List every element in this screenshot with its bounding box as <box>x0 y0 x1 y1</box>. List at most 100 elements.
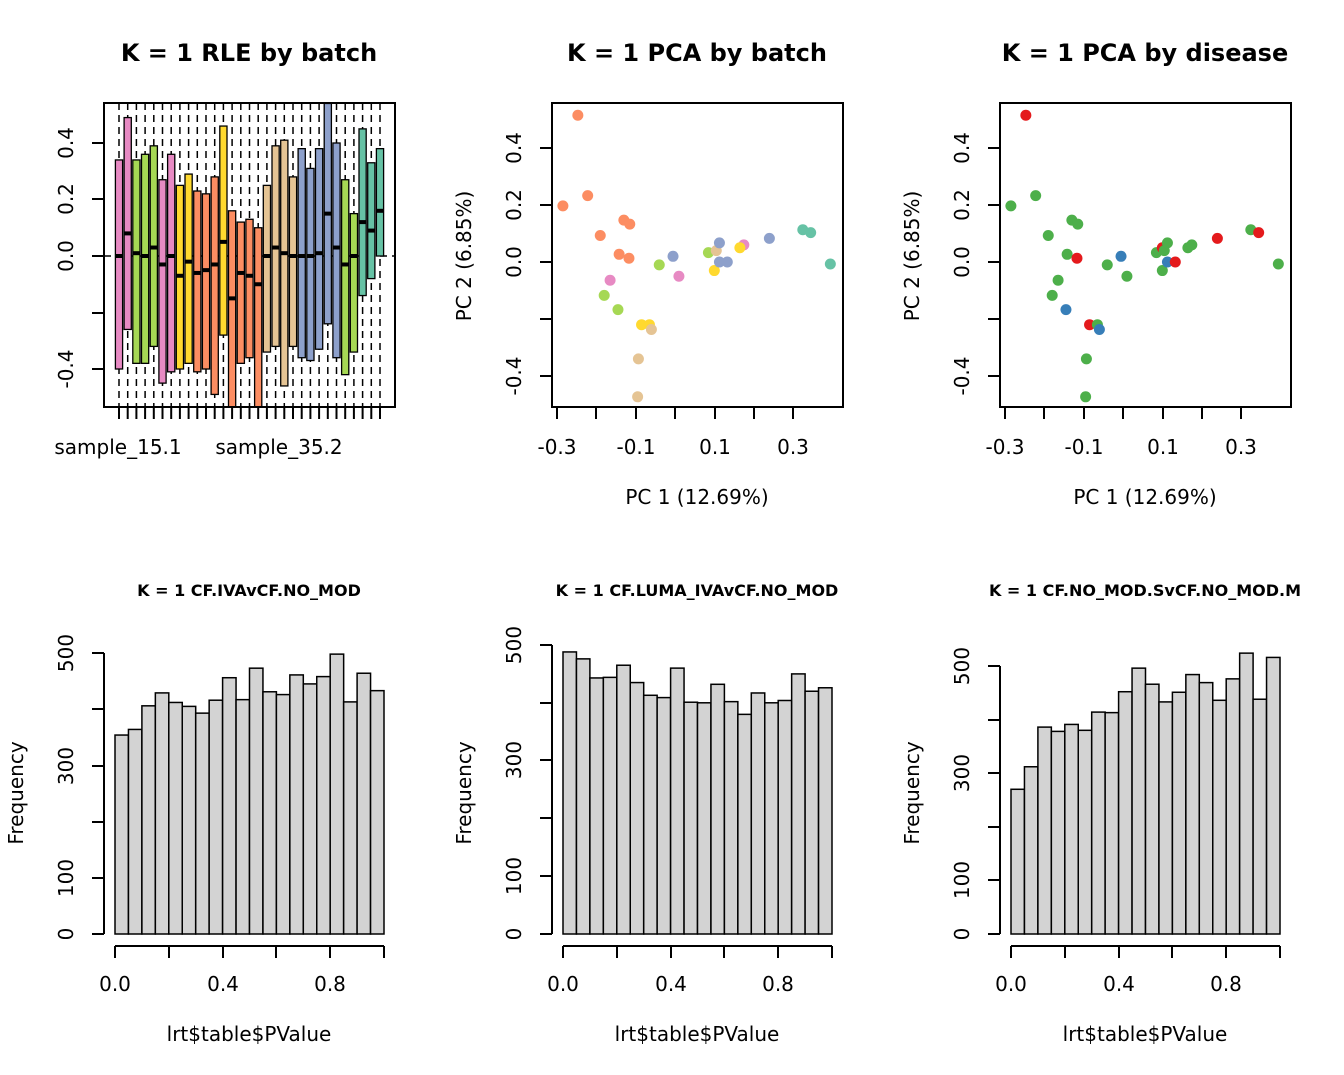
hist-bar <box>248 667 264 935</box>
pca-batch-x-axis: -0.3 -0.1 0.1 0.3 <box>537 406 809 459</box>
pca-batch-plot-frame <box>551 102 844 408</box>
pca-point <box>805 227 817 239</box>
hist2-y-tick-label: 0 <box>502 928 526 941</box>
rle-x-axis <box>118 406 381 419</box>
hist3-x-tick-label: 0.4 <box>1103 972 1135 996</box>
rle-box <box>375 147 385 257</box>
hist-bar <box>316 675 331 935</box>
rle-box <box>245 218 254 359</box>
hist2-y-axis-label: Frequency <box>452 741 476 844</box>
pca-disease-y-tick-label: -0.4 <box>950 356 974 395</box>
pca-point <box>763 232 775 244</box>
hist3-x-tick-label: 0.8 <box>1210 972 1242 996</box>
hist1-x-axis: 0.0 0.4 0.8 <box>99 945 385 996</box>
pca-point <box>645 324 657 336</box>
hist-bar <box>1238 652 1254 935</box>
hist-bar <box>616 664 631 935</box>
hist-bar <box>656 696 672 935</box>
hist3-x-axis: 0.0 0.4 0.8 <box>995 945 1281 996</box>
rle-box <box>227 210 237 407</box>
pca-point <box>598 289 610 301</box>
hist-bar <box>710 683 726 935</box>
pca-point <box>1046 289 1058 301</box>
pca-point <box>824 258 836 270</box>
pca-point <box>653 259 665 271</box>
hist-bar <box>208 699 224 935</box>
rle-box <box>236 221 246 365</box>
hist2-x-axis-label: lrt$table$PValue <box>615 1022 780 1046</box>
hist1-y-tick-label: 500 <box>54 634 78 672</box>
pca-point <box>1084 319 1096 331</box>
hist2-bars <box>562 651 833 935</box>
hist-bar <box>342 701 358 935</box>
rle-box <box>210 176 219 396</box>
hist1-title: K = 1 CF.IVAvCF.NO_MOD <box>137 581 361 600</box>
pca-point <box>713 256 725 268</box>
hist-bar <box>127 728 143 935</box>
hist2-y-tick-label: 300 <box>502 741 526 779</box>
pca-point <box>572 109 584 121</box>
rle-box <box>262 184 272 353</box>
pca-point <box>613 248 625 260</box>
rle-box <box>340 179 350 376</box>
rle-boxes <box>114 103 385 407</box>
hist-bar <box>181 705 197 935</box>
rle-box <box>358 128 367 297</box>
pca-point <box>1253 227 1265 239</box>
pca-disease-y-tick-label: 0.0 <box>950 246 974 278</box>
pca-point <box>1272 258 1284 270</box>
hist-bar <box>168 701 184 935</box>
pca-batch-x-tick-label: -0.3 <box>537 435 576 459</box>
pca-point <box>632 353 644 365</box>
pca-point <box>1169 256 1181 268</box>
rle-y-tick-label: -0.4 <box>54 349 78 388</box>
hist-bar <box>1185 673 1201 935</box>
hist3-y-tick-label: 100 <box>950 861 974 899</box>
hist-bar <box>154 692 170 935</box>
pca-disease-x-tick-label: -0.1 <box>1064 435 1103 459</box>
hist-bar <box>562 651 578 935</box>
pca-point <box>1042 229 1054 241</box>
rle-x-tick-label: sample_35.2 <box>215 435 342 459</box>
rle-box <box>166 153 176 373</box>
rle-box <box>132 159 141 364</box>
hist-bar <box>669 667 685 935</box>
pca-batch-x-tick-label: 0.3 <box>777 435 809 459</box>
hist3-y-tick-label: 500 <box>950 647 974 685</box>
hist-bar <box>1212 699 1227 935</box>
pca-point <box>734 242 746 254</box>
rle-panel: K = 1 RLE by batch sample_15.1 sample_35… <box>54 39 396 459</box>
hist1-y-axis: 0 100 300 500 <box>54 634 105 940</box>
hist3-y-axis: 0 100 300 500 <box>950 647 1001 940</box>
pca-point <box>1080 353 1092 365</box>
hist-bar <box>1023 766 1039 935</box>
pca-point <box>582 190 594 202</box>
hist-bar <box>114 734 130 935</box>
hist-bar <box>302 683 318 935</box>
hist2-x-tick-label: 0.0 <box>547 972 579 996</box>
rle-box <box>349 212 359 353</box>
hist1-x-tick-label: 0.4 <box>207 972 239 996</box>
hist2-y-tick-label: 100 <box>502 857 526 895</box>
pca-point <box>1186 239 1198 251</box>
hist-bar <box>1037 726 1053 935</box>
hist-bar <box>1050 730 1066 935</box>
pca-point <box>1072 218 1084 230</box>
hist-bar <box>194 712 210 935</box>
hist-bar <box>1252 698 1268 935</box>
hist-bar <box>723 700 739 935</box>
hist3-panel: K = 1 CF.NO_MOD.SvCF.NO_MOD.M 0.0 0.4 0.… <box>900 581 1301 1046</box>
hist3-y-tick-label: 300 <box>950 754 974 792</box>
hist-bar <box>275 693 291 935</box>
rle-box <box>114 159 124 370</box>
pca-point <box>636 319 648 331</box>
hist-bar <box>817 687 833 935</box>
pca-point <box>1030 190 1042 202</box>
hist-bar <box>629 681 645 935</box>
rle-box <box>184 173 193 364</box>
hist-bar <box>804 690 820 935</box>
pca-batch-y-tick-label: 0.0 <box>502 246 526 278</box>
hist-bar <box>1064 723 1080 935</box>
hist-bar <box>1117 690 1133 935</box>
hist1-x-tick-label: 0.8 <box>314 972 346 996</box>
